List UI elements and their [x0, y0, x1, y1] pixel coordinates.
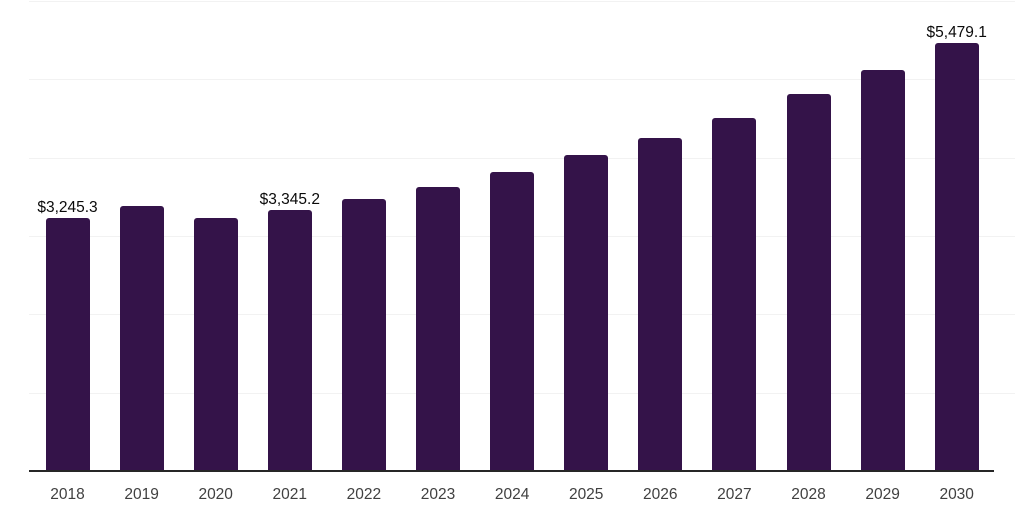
gridline-5000 [29, 79, 1015, 81]
bar-2021 [267, 209, 312, 470]
x-tick-label-2029: 2029 [865, 486, 900, 503]
x-tick-label-2021: 2021 [272, 486, 308, 503]
x-tick-label-2026: 2026 [643, 486, 678, 503]
bar-2018 [45, 217, 90, 470]
bar-2023 [416, 186, 460, 470]
x-tick-label-2020: 2020 [198, 486, 233, 503]
x-axis-line [29, 470, 994, 472]
bar-2022 [341, 199, 386, 470]
value-label-2018: $3,245.3 [37, 198, 98, 216]
bar-2029 [860, 70, 905, 470]
bar-2026 [638, 137, 683, 470]
gridline-4000 [29, 157, 1015, 159]
x-tick-label-2027: 2027 [717, 486, 752, 503]
x-tick-label-2028: 2028 [791, 486, 826, 503]
bar-2024 [490, 171, 535, 470]
bar-2027 [712, 117, 757, 470]
gridline-6000 [29, 1, 1015, 2]
bar-2020 [193, 218, 238, 470]
x-tick-label-2019: 2019 [124, 486, 159, 503]
value-label-2030: $5,479.1 [926, 23, 987, 41]
bar-2025 [564, 154, 609, 470]
value-label-2021: $3,345.2 [259, 190, 320, 208]
x-tick-label-2024: 2024 [494, 486, 530, 503]
x-tick-label-2025: 2025 [568, 486, 604, 503]
x-tick-label-2018: 2018 [50, 486, 85, 503]
x-tick-label-2030: 2030 [939, 486, 974, 503]
bar-2019 [119, 206, 164, 470]
x-tick-label-2023: 2023 [420, 486, 456, 503]
bar-2028 [786, 94, 831, 470]
bar-2030 [934, 42, 979, 470]
x-tick-label-2022: 2022 [346, 486, 382, 503]
